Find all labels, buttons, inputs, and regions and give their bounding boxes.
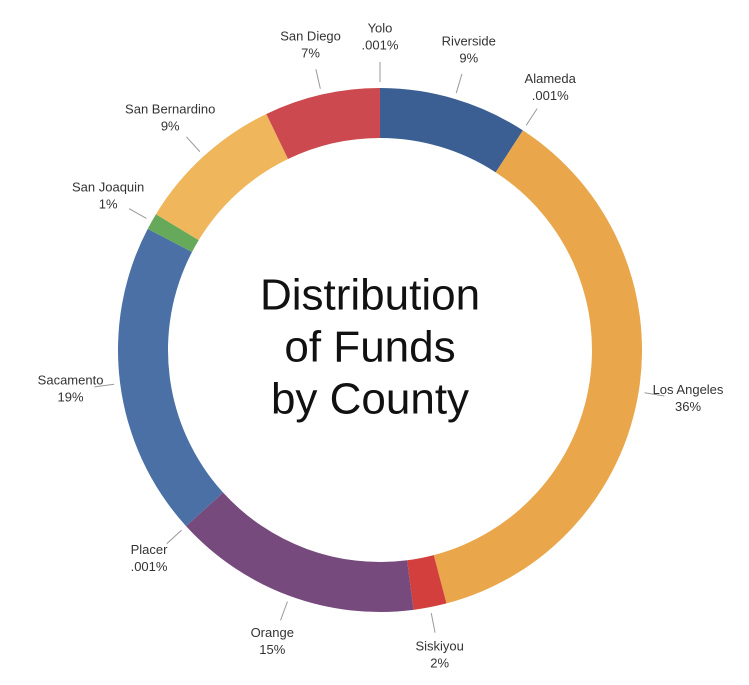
segment-value-label: 36% — [675, 399, 701, 414]
segment-name: Siskiyou — [415, 639, 463, 654]
segment-value-label: .001% — [532, 88, 569, 103]
segment-name: Placer — [131, 542, 169, 557]
segment-name: Sacamento — [38, 372, 104, 387]
segment-value-label: 9% — [459, 50, 478, 65]
segment-value-label: .001% — [131, 559, 168, 574]
donut-segment — [186, 492, 224, 527]
leader-line — [128, 208, 147, 219]
donut-segment — [266, 88, 380, 159]
segment-name: Orange — [251, 625, 294, 640]
donut-segment — [186, 492, 414, 612]
leader-line — [455, 73, 463, 94]
segment-name: Riverside — [442, 33, 496, 48]
donut-segment — [117, 228, 224, 527]
segment-value-label: .001% — [362, 37, 399, 52]
segment-name: San Joaquin — [72, 179, 144, 194]
segment-name: Alameda — [525, 71, 577, 86]
segment-value-label: 15% — [259, 642, 285, 657]
chart-title: of Funds — [284, 323, 455, 372]
chart-title: by County — [271, 375, 469, 424]
segment-value-label: 2% — [430, 656, 449, 671]
leader-line — [166, 529, 182, 544]
segment-name: Yolo — [368, 20, 393, 35]
leader-line — [644, 392, 665, 397]
donut-segment — [495, 130, 523, 173]
donut-segment — [155, 113, 289, 241]
donut-segment — [147, 214, 199, 252]
donut-segment — [407, 555, 447, 610]
segment-name: Los Angeles — [653, 382, 724, 397]
segment-value-label: 19% — [58, 389, 84, 404]
segment-value-label: 7% — [301, 45, 320, 60]
leader-line — [280, 601, 288, 621]
leader-line — [94, 383, 115, 388]
segment-name: San Diego — [280, 28, 341, 43]
leader-line — [185, 136, 201, 152]
leader-line — [315, 69, 321, 89]
leader-line — [525, 108, 538, 126]
donut-segment — [433, 130, 642, 604]
segment-value-label: 9% — [161, 118, 180, 133]
donut-segment — [380, 88, 523, 173]
chart-title: Distribution — [260, 271, 480, 320]
segment-name: San Bernardino — [125, 101, 215, 116]
leader-line — [430, 612, 436, 633]
segment-value-label: 1% — [99, 196, 118, 211]
